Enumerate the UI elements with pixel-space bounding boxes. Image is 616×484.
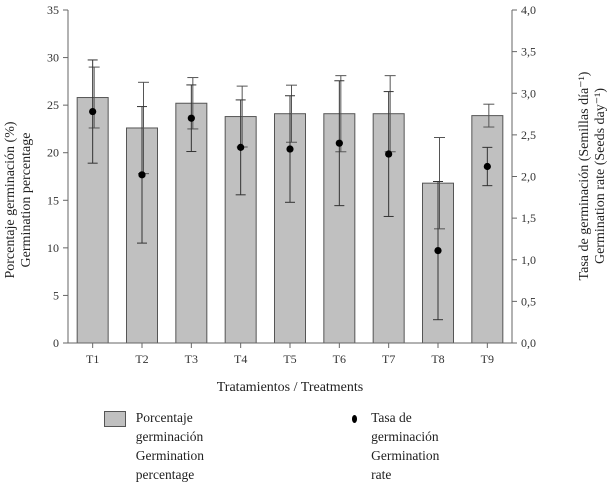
x-tick-label: T5 [283, 352, 296, 366]
data-point [483, 162, 491, 171]
chart: 0 5 10 15 20 25 30 35 0,0 0,5 1,0 1,5 2,0 2,5 3,0 3,5 4,… [3, 3, 608, 395]
data-point [138, 171, 146, 179]
y-right-tick-label: 0,0 [521, 336, 536, 350]
legend-item-point: Tasa de germinación Germination rate [346, 408, 442, 484]
x-axis-label: Tratamientos / Treatments [217, 380, 364, 395]
x-tick-label: T1 [86, 352, 99, 366]
y-right-tick-label: 3,5 [521, 45, 536, 59]
data-point [335, 139, 343, 147]
legend-point-label-line2: Germination rate [371, 448, 440, 482]
y-left-tick-label: 10 [47, 241, 59, 255]
x-tick-label: T4 [234, 352, 247, 366]
y-right-tick-label: 1,0 [521, 253, 536, 267]
legend-bar-swatch [104, 411, 126, 427]
y-right-tick-label: 1,5 [521, 211, 536, 225]
y-axis-right-label-line2: Germination rate (Seeds day⁻¹) [593, 88, 608, 264]
plot-area [76, 59, 504, 344]
y-left-tick-label: 20 [47, 146, 59, 160]
data-point [187, 114, 195, 122]
y-axis-left-label-line1: Porcentaje germinación (%) [3, 121, 18, 278]
y-right-tick-label: 4,0 [521, 3, 536, 17]
y-axis-right-label-line1: Tasa de germinación (Semillas día⁻¹) [577, 71, 592, 280]
x-tick-label: T7 [382, 352, 395, 366]
x-tick-label: T3 [185, 352, 198, 366]
y-axis-left-label-line2: Germination percentage [19, 133, 34, 268]
axes: 0 5 10 15 20 25 30 35 0,0 0,5 1,0 1,5 2,0 2,5 3,0 3,5 4,… [47, 3, 536, 366]
legend-point-label-line1: Tasa de germinación [371, 410, 439, 444]
y-right-tick-label: 2,5 [521, 128, 536, 142]
legend-bar-label-line1: Porcentaje germinación [135, 410, 204, 444]
data-point [385, 150, 393, 158]
x-tick-label: T8 [431, 352, 444, 366]
data-point [434, 246, 442, 255]
x-tick-label: T6 [333, 352, 346, 366]
y-right-tick-label: 0,5 [521, 294, 536, 308]
y-left-tick-label: 15 [47, 193, 59, 207]
y-left-tick-label: 0 [53, 336, 59, 350]
data-point [89, 107, 97, 116]
data-point [237, 143, 245, 151]
y-left-tick-label: 25 [47, 98, 59, 112]
legend-item-bar: Porcentaje germinación Germination perce… [104, 408, 216, 484]
x-tick-label: T9 [481, 352, 494, 366]
y-left-tick-label: 35 [47, 3, 59, 17]
legend-point-swatch [352, 415, 358, 423]
legend-bar-label-line2: Germination percentage [135, 448, 205, 482]
y-left-tick-label: 5 [53, 288, 59, 302]
x-tick-label: T2 [135, 352, 148, 366]
y-right-tick-label: 3,0 [521, 86, 536, 100]
data-point [286, 145, 294, 153]
y-left-tick-label: 30 [47, 51, 59, 65]
y-right-tick-label: 2,0 [521, 170, 536, 184]
